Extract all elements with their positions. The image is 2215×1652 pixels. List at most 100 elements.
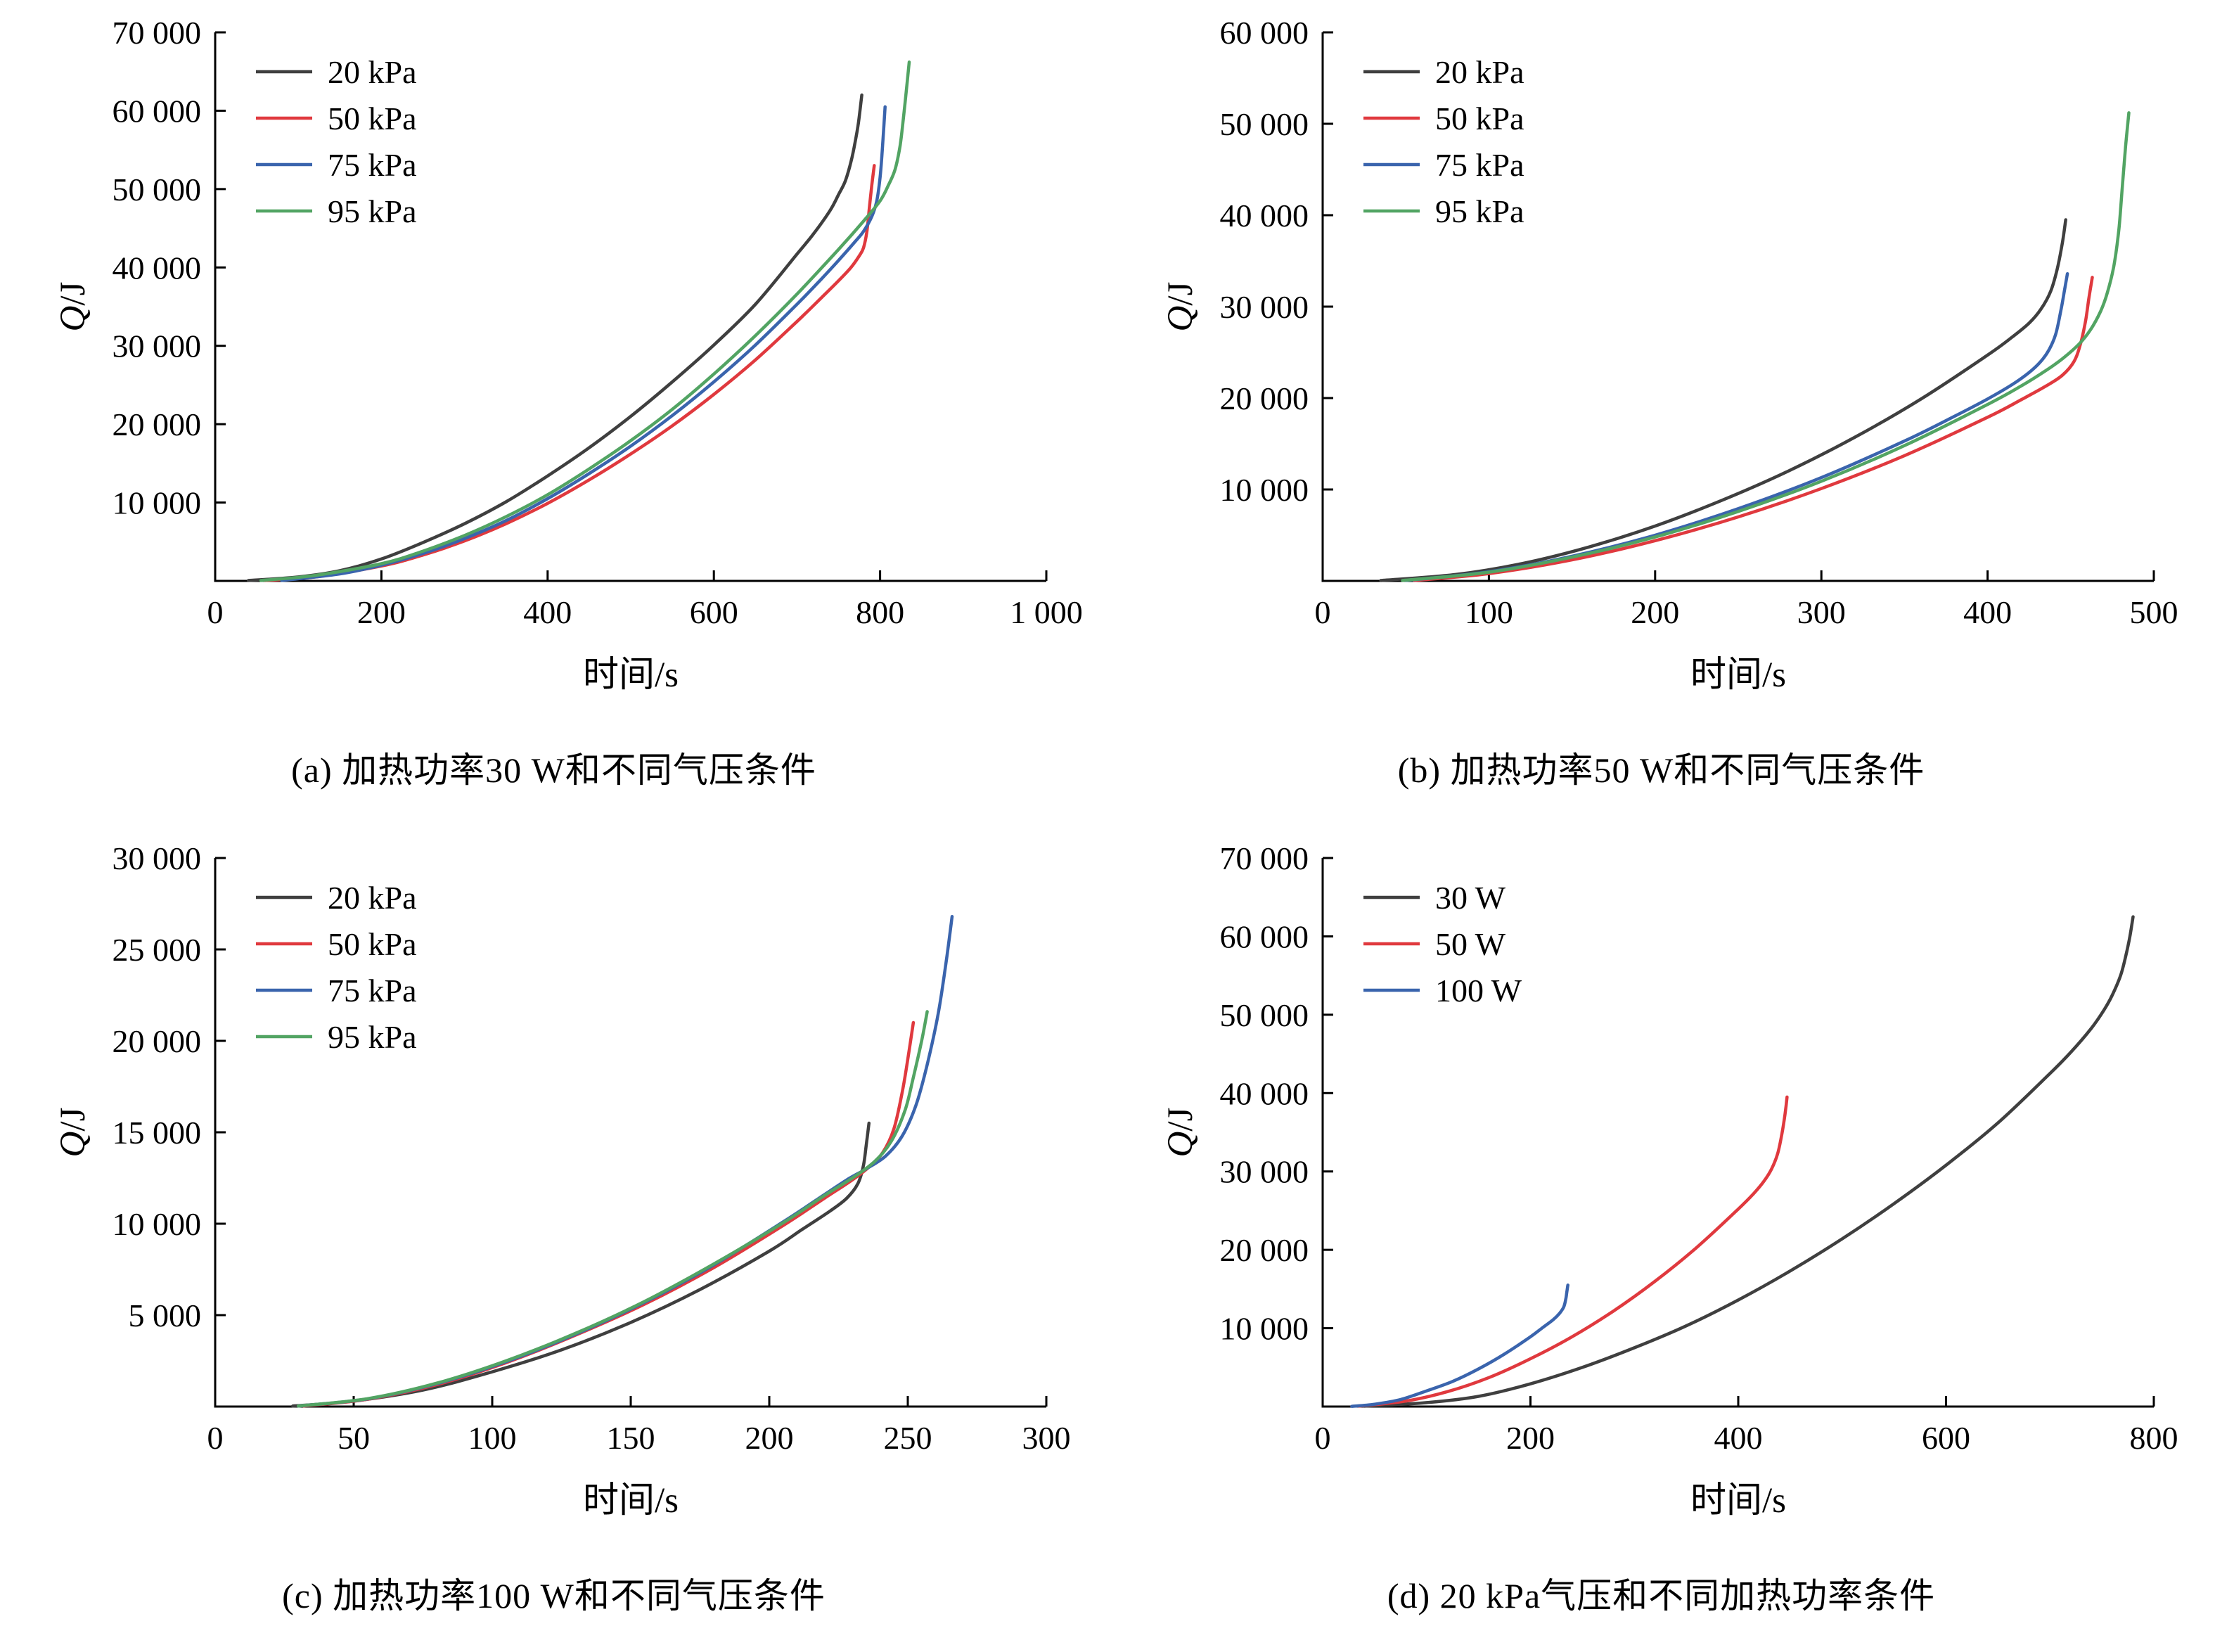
x-axis-label: 时间/s bbox=[582, 1481, 678, 1520]
legend-label-20-kPa: 20 kPa bbox=[1435, 54, 1524, 90]
legend-label-50-W: 50 W bbox=[1435, 926, 1506, 962]
chart-b-canvas: 0 100 200 300 400 500 10 000 20 000 30 000 40 000… bbox=[1134, 4, 2189, 732]
chart-a-caption: (a) 加热功率30 W和不同气压条件 bbox=[291, 750, 816, 790]
chart-d-caption: (d) 20 kPa气压和不同加热功率条件 bbox=[1387, 1576, 1936, 1615]
y-tick-label: 30 000 bbox=[112, 328, 201, 364]
series-50-kPa bbox=[1412, 276, 2094, 582]
y-tick-label: 60 000 bbox=[1219, 15, 1309, 51]
x-tick-label: 200 bbox=[1506, 1420, 1555, 1456]
legend-label-50-kPa: 50 kPa bbox=[1435, 101, 1524, 136]
y-tick-label: 40 000 bbox=[112, 250, 201, 286]
x-tick-label: 100 bbox=[1464, 594, 1513, 630]
y-tick-label: 10 000 bbox=[112, 485, 201, 521]
x-axis-label: 时间/s bbox=[1690, 655, 1785, 695]
y-tick-label: 40 000 bbox=[1219, 1075, 1309, 1111]
chart-svg: 0 50 100 150 200 250 300 5 000 10 000 15 000 20 00… bbox=[53, 840, 1071, 1520]
chart-c-caption: (c) 加热功率100 W和不同气压条件 bbox=[282, 1576, 826, 1615]
y-tick-label: 60 000 bbox=[1219, 918, 1309, 954]
series-20-kPa bbox=[1378, 218, 2067, 582]
x-tick-label: 100 bbox=[468, 1420, 516, 1456]
x-tick-label: 150 bbox=[606, 1420, 655, 1456]
y-tick-label: 10 000 bbox=[112, 1206, 201, 1242]
x-tick-label: 50 bbox=[338, 1420, 370, 1456]
y-tick-label: 50 000 bbox=[1219, 106, 1309, 142]
series-95-kPa bbox=[296, 1010, 929, 1408]
x-axis-label: 时间/s bbox=[1690, 1481, 1785, 1520]
x-tick-label: 0 bbox=[207, 594, 223, 630]
legend-label-50-kPa: 50 kPa bbox=[328, 926, 417, 962]
chart-panel-a: 0 200 400 600 800 1 000 10 000 20 000 30 000 40 0… bbox=[0, 0, 1108, 826]
legend-label-95-kPa: 95 kPa bbox=[328, 1019, 417, 1055]
x-tick-label: 800 bbox=[2129, 1420, 2178, 1456]
legend-label-75-kPa: 75 kPa bbox=[328, 973, 417, 1009]
x-tick-label: 0 bbox=[1314, 1420, 1330, 1456]
x-tick-label: 0 bbox=[207, 1420, 223, 1456]
chart-panel-c: 0 50 100 150 200 250 300 5 000 10 000 15 000 20 00… bbox=[0, 826, 1108, 1652]
y-tick-label: 40 000 bbox=[1219, 198, 1309, 233]
y-tick-label: 30 000 bbox=[112, 840, 201, 876]
x-tick-label: 1 000 bbox=[1010, 594, 1081, 630]
series-95-kPa bbox=[259, 60, 911, 582]
chart-svg: 0 100 200 300 400 500 10 000 20 000 30 000 40 000… bbox=[1161, 15, 2178, 695]
y-tick-label: 20 000 bbox=[1219, 380, 1309, 416]
y-axis-label: Q/J bbox=[53, 282, 93, 332]
y-tick-label: 60 000 bbox=[112, 93, 201, 129]
y-axis-label: Q/J bbox=[1161, 282, 1200, 332]
legend-label-20-kPa: 20 kPa bbox=[328, 880, 417, 916]
y-tick-label: 20 000 bbox=[112, 1023, 201, 1059]
x-tick-label: 300 bbox=[1797, 594, 1845, 630]
series-75-kPa bbox=[279, 105, 887, 582]
legend-label-30-W: 30 W bbox=[1435, 880, 1506, 916]
y-tick-label: 30 000 bbox=[1219, 1154, 1309, 1190]
chart-c-canvas: 0 50 100 150 200 250 300 5 000 10 000 15 000 20 00… bbox=[27, 830, 1081, 1558]
y-tick-label: 10 000 bbox=[1219, 1311, 1309, 1347]
legend-label-95-kPa: 95 kPa bbox=[328, 193, 417, 229]
x-tick-label: 250 bbox=[883, 1420, 932, 1456]
chart-svg: 0 200 400 600 800 1 000 10 000 20 000 30 000 40 0… bbox=[53, 15, 1083, 695]
y-tick-label: 5 000 bbox=[128, 1298, 201, 1333]
legend-label-20-kPa: 20 kPa bbox=[328, 54, 417, 90]
chart-d-canvas: 0 200 400 600 800 10 000 20 000 30 000 40 000 50 … bbox=[1134, 830, 2189, 1558]
y-tick-label: 30 000 bbox=[1219, 289, 1309, 325]
x-tick-label: 500 bbox=[2129, 594, 2178, 630]
y-tick-label: 70 000 bbox=[112, 15, 201, 51]
series-50-W bbox=[1356, 1095, 1789, 1408]
legend-label-50-kPa: 50 kPa bbox=[328, 101, 417, 136]
series-20-kPa bbox=[246, 93, 863, 582]
x-tick-label: 600 bbox=[689, 594, 738, 630]
series-50-kPa bbox=[263, 164, 876, 582]
chart-a-canvas: 0 200 400 600 800 1 000 10 000 20 000 30 000 40 0… bbox=[27, 4, 1083, 732]
series-100-W bbox=[1349, 1283, 1569, 1408]
y-tick-label: 50 000 bbox=[112, 172, 201, 207]
y-axis-label: Q/J bbox=[1161, 1108, 1200, 1158]
x-axis-label: 时间/s bbox=[582, 655, 678, 695]
legend-label-95-kPa: 95 kPa bbox=[1435, 193, 1524, 229]
legend-label-75-kPa: 75 kPa bbox=[328, 147, 417, 183]
x-tick-label: 600 bbox=[1922, 1420, 1970, 1456]
y-tick-label: 15 000 bbox=[112, 1115, 201, 1151]
chart-b-caption: (b) 加热功率50 W和不同气压条件 bbox=[1397, 750, 1925, 790]
series-30-W bbox=[1362, 915, 2135, 1408]
chart-panel-d: 0 200 400 600 800 10 000 20 000 30 000 40 000 50 … bbox=[1108, 826, 2215, 1652]
chart-panel-b: 0 100 200 300 400 500 10 000 20 000 30 000 40 000… bbox=[1108, 0, 2215, 826]
x-tick-label: 200 bbox=[1631, 594, 1679, 630]
chart-svg: 0 200 400 600 800 10 000 20 000 30 000 40 000 50 … bbox=[1161, 840, 2178, 1520]
y-tick-label: 20 000 bbox=[1219, 1232, 1309, 1268]
y-tick-label: 50 000 bbox=[1219, 997, 1309, 1033]
x-tick-label: 400 bbox=[523, 594, 572, 630]
y-axis-label: Q/J bbox=[53, 1108, 93, 1158]
y-tick-label: 20 000 bbox=[112, 406, 201, 442]
y-tick-label: 25 000 bbox=[112, 932, 201, 968]
y-tick-label: 10 000 bbox=[1219, 472, 1309, 508]
x-tick-label: 0 bbox=[1314, 594, 1330, 630]
x-tick-label: 400 bbox=[1963, 594, 2012, 630]
x-tick-label: 800 bbox=[856, 594, 904, 630]
x-tick-label: 400 bbox=[1714, 1420, 1762, 1456]
series-50-kPa bbox=[302, 1020, 915, 1408]
y-tick-label: 70 000 bbox=[1219, 840, 1309, 876]
series-95-kPa bbox=[1400, 111, 2131, 582]
series-20-kPa bbox=[290, 1121, 871, 1408]
x-tick-label: 200 bbox=[357, 594, 405, 630]
legend-label-75-kPa: 75 kPa bbox=[1435, 147, 1524, 183]
